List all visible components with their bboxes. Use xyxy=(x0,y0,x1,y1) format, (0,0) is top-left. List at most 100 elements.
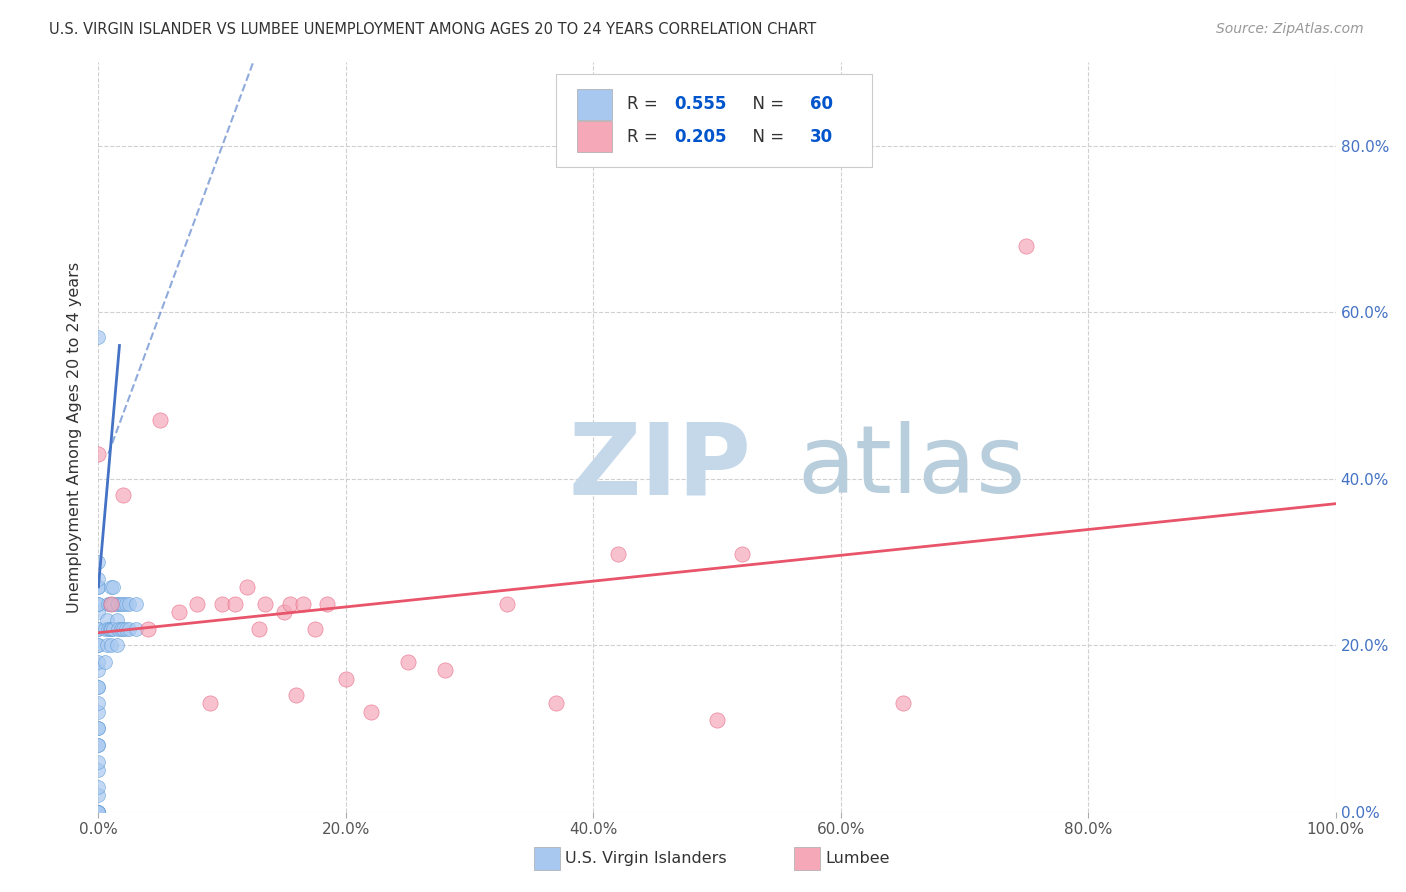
Point xyxy=(87,722,110,736)
Point xyxy=(136,622,159,636)
Point xyxy=(107,597,129,611)
Point xyxy=(1015,238,1038,252)
Text: 60: 60 xyxy=(810,95,832,113)
Text: Lumbee: Lumbee xyxy=(825,851,890,865)
Point xyxy=(103,580,125,594)
Point xyxy=(100,622,122,636)
Point xyxy=(98,597,121,611)
Point xyxy=(285,688,308,702)
Point xyxy=(98,622,121,636)
Point xyxy=(211,597,233,611)
Text: N =: N = xyxy=(742,128,789,145)
Point xyxy=(149,413,172,427)
Point xyxy=(87,572,110,586)
Point xyxy=(87,555,110,569)
Point xyxy=(360,705,382,719)
Point xyxy=(112,597,135,611)
Text: ZIP: ZIP xyxy=(568,418,751,516)
Text: 0.555: 0.555 xyxy=(673,95,725,113)
Point xyxy=(105,613,128,627)
Point xyxy=(100,597,122,611)
Point xyxy=(87,788,110,802)
Text: R =: R = xyxy=(627,95,662,113)
Point xyxy=(107,622,129,636)
Point xyxy=(97,597,120,611)
Point xyxy=(706,713,728,727)
Point xyxy=(118,597,141,611)
Point xyxy=(87,805,110,819)
Point xyxy=(87,580,110,594)
Point xyxy=(112,622,135,636)
Point xyxy=(87,605,110,619)
Point xyxy=(87,805,110,819)
Point xyxy=(316,597,339,611)
Point xyxy=(87,722,110,736)
Point xyxy=(114,597,136,611)
Y-axis label: Unemployment Among Ages 20 to 24 years: Unemployment Among Ages 20 to 24 years xyxy=(67,261,83,613)
Point xyxy=(87,680,110,694)
Point xyxy=(87,622,110,636)
Point xyxy=(87,638,110,652)
Point xyxy=(112,488,135,502)
Point xyxy=(87,697,110,711)
Point xyxy=(87,763,110,777)
Text: Source: ZipAtlas.com: Source: ZipAtlas.com xyxy=(1216,22,1364,37)
Point xyxy=(110,622,132,636)
Point xyxy=(396,655,419,669)
Point xyxy=(105,597,128,611)
Point xyxy=(124,597,146,611)
Point xyxy=(118,622,141,636)
Point xyxy=(87,805,110,819)
Point xyxy=(124,622,146,636)
Point xyxy=(87,447,110,461)
Point xyxy=(247,622,270,636)
Point xyxy=(105,638,128,652)
Point xyxy=(291,597,314,611)
Point xyxy=(304,622,326,636)
Point xyxy=(100,638,122,652)
Point xyxy=(254,597,277,611)
Text: 0.205: 0.205 xyxy=(673,128,727,145)
Point xyxy=(167,605,190,619)
FancyBboxPatch shape xyxy=(557,74,872,168)
Point xyxy=(87,738,110,752)
Point xyxy=(87,597,110,611)
Point xyxy=(114,622,136,636)
Point xyxy=(87,805,110,819)
Point xyxy=(103,597,125,611)
Text: U.S. VIRGIN ISLANDER VS LUMBEE UNEMPLOYMENT AMONG AGES 20 TO 24 YEARS CORRELATIO: U.S. VIRGIN ISLANDER VS LUMBEE UNEMPLOYM… xyxy=(49,22,817,37)
Point xyxy=(87,580,110,594)
Point xyxy=(100,597,122,611)
Point xyxy=(335,672,357,686)
Point xyxy=(278,597,301,611)
Point xyxy=(224,597,246,611)
Point xyxy=(433,663,456,677)
Point xyxy=(607,547,630,561)
Bar xyxy=(578,88,612,120)
Text: R =: R = xyxy=(627,128,662,145)
Text: atlas: atlas xyxy=(797,421,1026,513)
Text: N =: N = xyxy=(742,95,789,113)
Point xyxy=(103,622,125,636)
Bar xyxy=(578,121,612,153)
Point xyxy=(87,705,110,719)
Point xyxy=(731,547,754,561)
Text: U.S. Virgin Islanders: U.S. Virgin Islanders xyxy=(565,851,727,865)
Point xyxy=(87,755,110,769)
Point xyxy=(87,597,110,611)
Point xyxy=(546,697,568,711)
Text: 30: 30 xyxy=(810,128,832,145)
Point xyxy=(236,580,259,594)
Point xyxy=(495,597,517,611)
Point xyxy=(87,638,110,652)
Point xyxy=(198,697,221,711)
Point xyxy=(87,330,110,344)
Point xyxy=(186,597,208,611)
Point xyxy=(273,605,295,619)
Point xyxy=(87,663,110,677)
Point xyxy=(87,780,110,794)
Point xyxy=(87,738,110,752)
Point xyxy=(93,655,115,669)
Point xyxy=(87,680,110,694)
Point xyxy=(96,638,118,652)
